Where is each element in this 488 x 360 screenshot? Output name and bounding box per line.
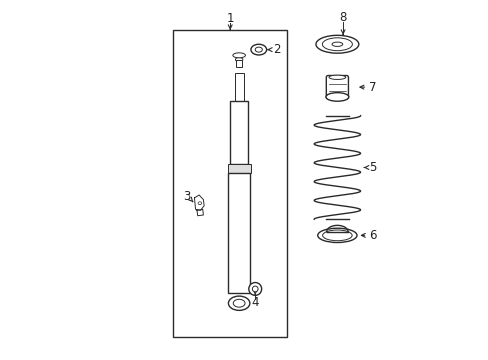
Ellipse shape [228,296,249,310]
FancyBboxPatch shape [325,76,348,99]
Ellipse shape [315,35,358,53]
Ellipse shape [233,299,244,307]
Circle shape [248,283,261,296]
Text: 8: 8 [339,11,346,24]
Text: 7: 7 [368,81,376,94]
Ellipse shape [232,53,245,58]
Circle shape [252,286,258,292]
Ellipse shape [198,202,201,204]
Ellipse shape [235,58,243,62]
Text: 3: 3 [183,190,191,203]
Bar [227,164,250,173]
Bar [230,102,247,164]
Ellipse shape [250,44,266,55]
Text: 1: 1 [226,12,233,25]
Ellipse shape [317,228,356,243]
Ellipse shape [331,42,342,46]
Ellipse shape [322,38,352,51]
Text: 5: 5 [368,161,376,174]
Bar [234,73,243,102]
Ellipse shape [255,47,262,52]
Bar [228,173,249,293]
Ellipse shape [325,93,348,101]
Bar [173,30,287,337]
Bar [236,60,242,67]
Text: 4: 4 [251,296,259,309]
Text: 6: 6 [368,229,376,242]
Ellipse shape [322,230,351,241]
Text: 2: 2 [273,43,281,56]
Ellipse shape [328,75,345,80]
